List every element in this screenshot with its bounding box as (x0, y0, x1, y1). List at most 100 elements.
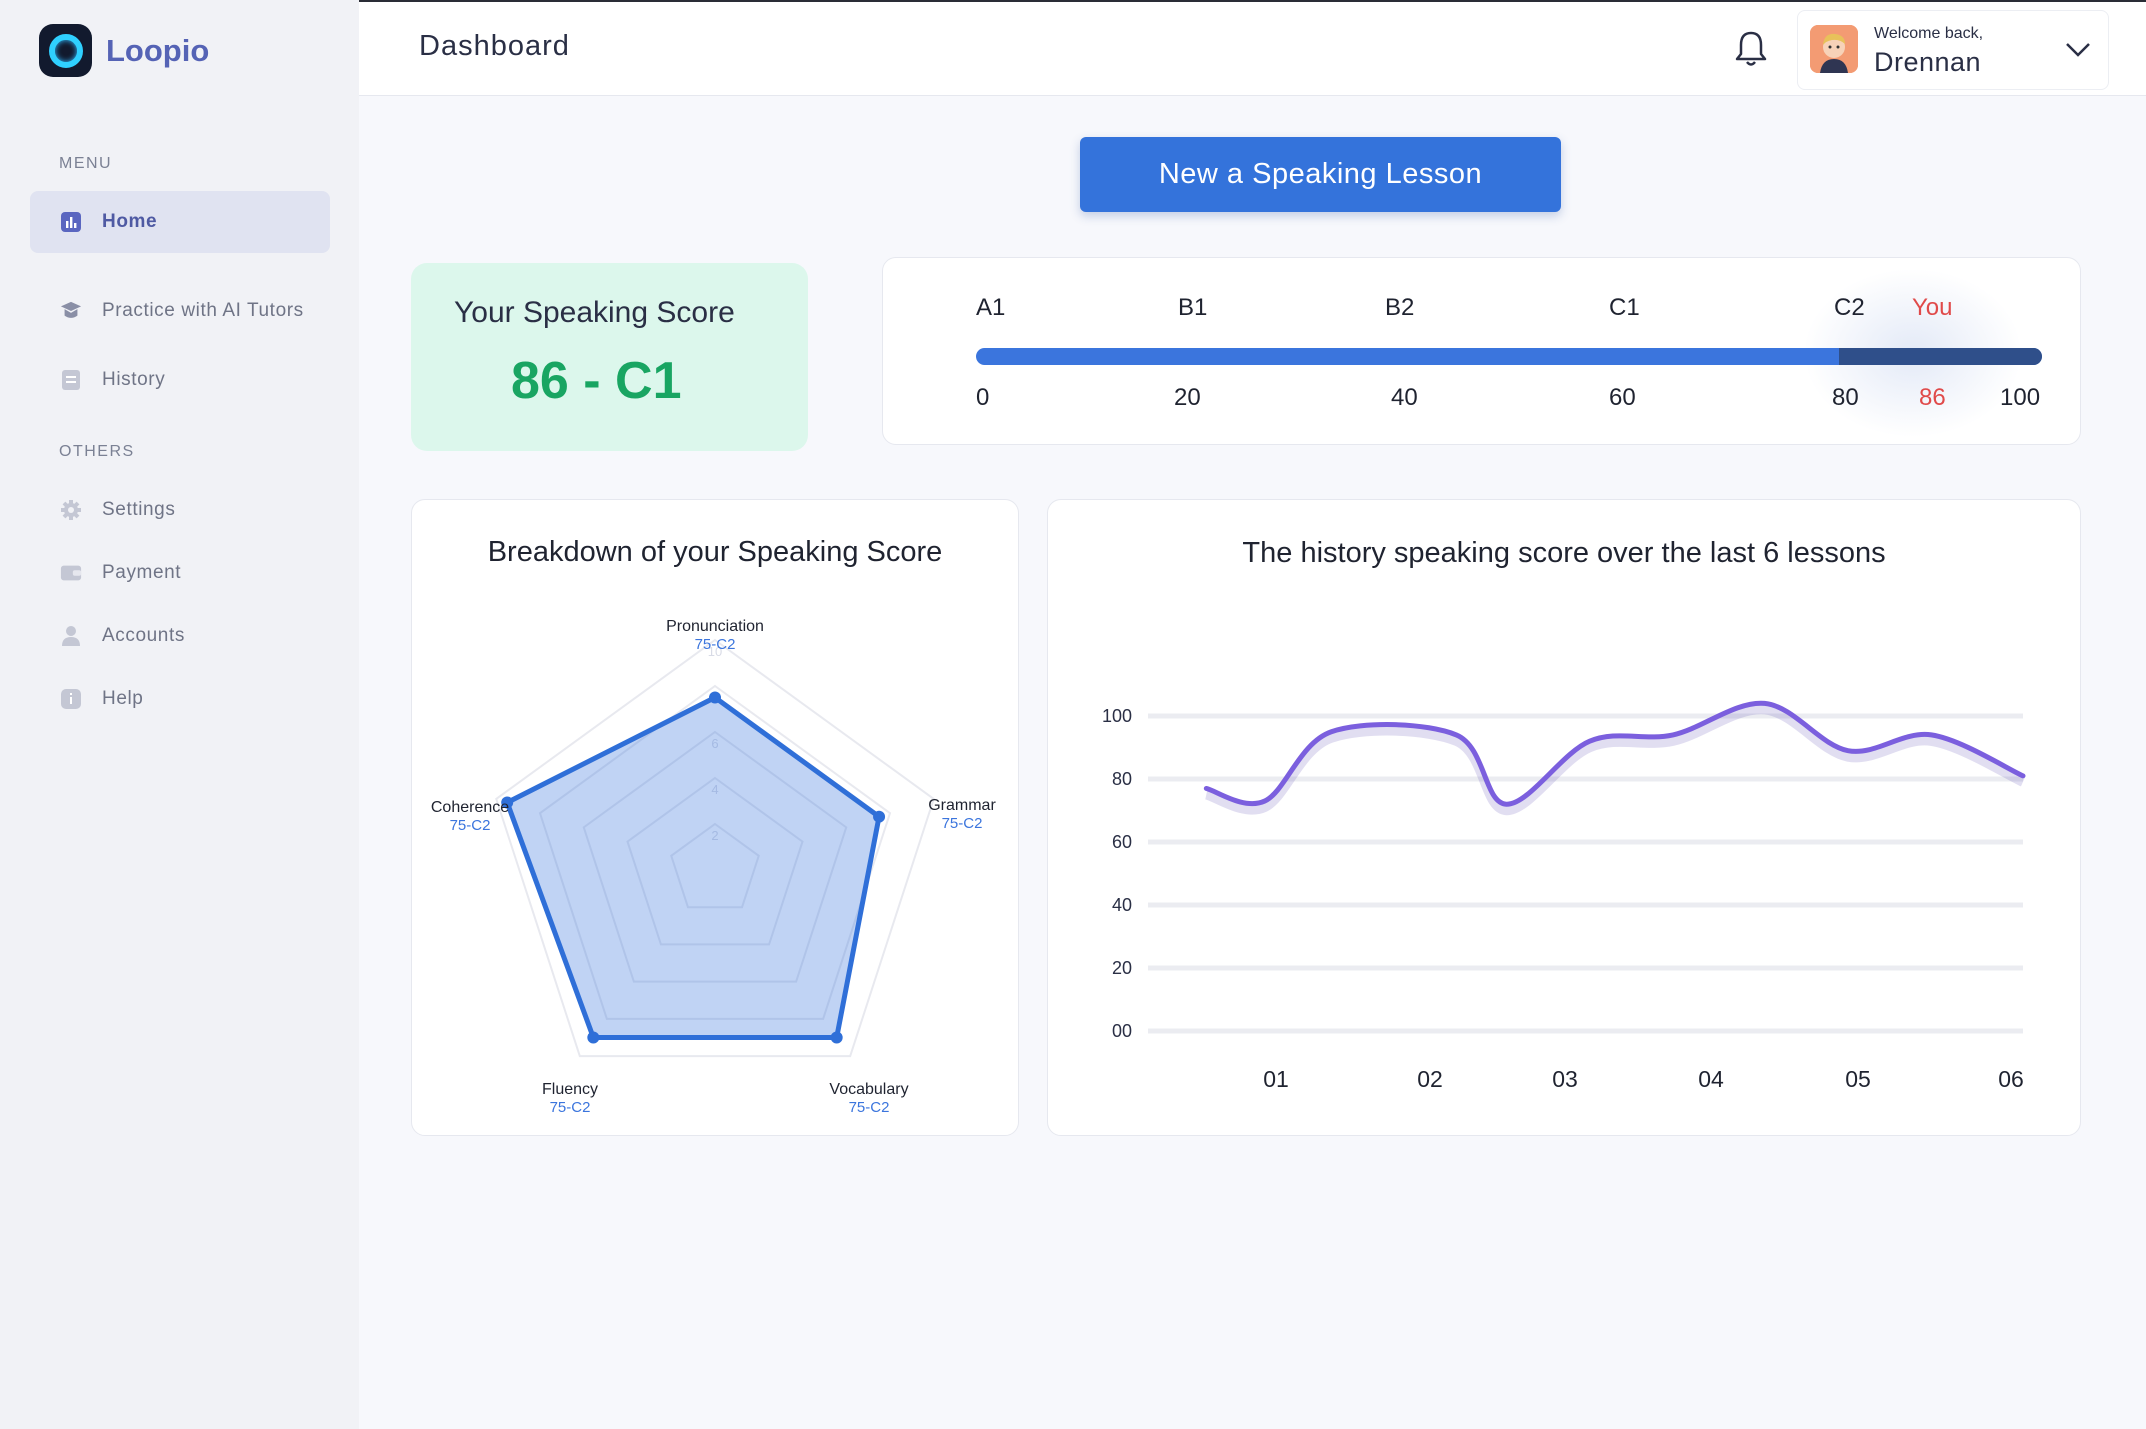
score-breakdown-card: Breakdown of your Speaking Score 246810P… (411, 499, 1019, 1136)
radar-point (501, 796, 514, 809)
radar-grid-ring (582, 730, 848, 983)
level-label: C1 (1609, 294, 1640, 321)
level-label: C2 (1834, 294, 1865, 321)
scale-tick: 20 (1174, 384, 1201, 411)
radar-axis-label: Grammar (928, 797, 996, 814)
radar-grid-ring (626, 776, 804, 946)
graduation-cap-icon (60, 300, 82, 322)
logo[interactable]: Loopio (39, 24, 209, 77)
line-chart: 100 80 60 40 20 00 01 02 03 04 05 06 (1102, 700, 2026, 1092)
sidebar: Loopio MENU Home Practice with AI Tutors… (0, 0, 359, 1429)
user-menu[interactable]: Welcome back, Drennan (1797, 10, 2109, 90)
sidebar-item-payment[interactable]: Payment (30, 542, 330, 604)
page-title: Dashboard (419, 30, 570, 62)
radar-axis-sublabel: 75-C2 (450, 817, 491, 834)
x-tick-label: 03 (1552, 1066, 1578, 1092)
radar-axis-sublabel: 75-C2 (695, 636, 736, 653)
y-tick-label: 80 (1112, 769, 1132, 789)
radar-scale-tick: 6 (711, 736, 718, 751)
wallet-icon (60, 562, 82, 584)
x-tick-label: 02 (1417, 1066, 1443, 1092)
welcome-text: Welcome back, (1874, 25, 1984, 42)
x-tick-label: 06 (1998, 1066, 2024, 1092)
level-progress-track (976, 348, 2042, 365)
sidebar-item-help[interactable]: Help (30, 668, 330, 730)
chevron-down-icon[interactable] (2064, 37, 2092, 61)
level-scale-card: A1 B1 B2 C1 C2 You 0 20 40 60 80 86 100 (882, 257, 2081, 445)
sidebar-item-label: Home (102, 211, 158, 232)
y-tick-label: 00 (1112, 1021, 1132, 1041)
sidebar-item-practice[interactable]: Practice with AI Tutors (30, 280, 330, 342)
speaking-score-card: Your Speaking Score 86 - C1 (411, 263, 808, 451)
radar-scale-tick: 2 (711, 828, 718, 843)
you-label: You (1912, 294, 1953, 321)
x-tick-label: 04 (1698, 1066, 1724, 1092)
radar-score-area (504, 695, 882, 1040)
radar-scale-tick: 4 (711, 782, 718, 797)
radar-grid-ring (495, 638, 935, 1058)
sidebar-item-label: History (102, 369, 166, 390)
top-header: Dashboard Welcome back, Drennan (359, 0, 2146, 96)
score-title: Your Speaking Score (454, 296, 735, 329)
radar-axis-sublabel: 75-C2 (849, 1099, 890, 1116)
radar-point (873, 810, 886, 823)
radar-axis-label: Vocabulary (829, 1081, 908, 1098)
radar-axis-label: Fluency (542, 1081, 598, 1098)
line-chart-title: The history speaking score over the last… (1242, 537, 1886, 569)
sidebar-item-label: Accounts (102, 625, 185, 646)
radar-axis-label: Coherence (431, 799, 509, 816)
scale-tick: 40 (1391, 384, 1418, 411)
gear-icon (60, 499, 82, 521)
series-line (1203, 700, 2026, 807)
scale-tick: 0 (976, 384, 990, 411)
score-value: 86 - C1 (511, 352, 682, 410)
y-tick-label: 40 (1112, 895, 1132, 915)
level-label: B2 (1385, 294, 1415, 321)
logo-icon (39, 24, 92, 77)
y-tick-label: 60 (1112, 832, 1132, 852)
menu-section-label: MENU (59, 155, 113, 172)
radar-point (830, 1031, 843, 1044)
radar-axis-sublabel: 75-C2 (550, 1099, 591, 1116)
radar-axis-sublabel: 75-C2 (942, 815, 983, 832)
scale-tick: 60 (1609, 384, 1636, 411)
x-tick-label: 05 (1845, 1066, 1871, 1092)
radar-grid-ring (538, 684, 892, 1020)
sidebar-item-label: Payment (102, 562, 182, 583)
avatar (1810, 25, 1858, 73)
radar-point (709, 691, 721, 704)
y-tick-label: 20 (1112, 958, 1132, 978)
sidebar-item-label: Practice with AI Tutors (102, 300, 304, 321)
chart-icon (60, 211, 82, 233)
level-label: A1 (976, 294, 1006, 321)
bell-icon[interactable] (1733, 28, 1769, 68)
sidebar-item-history[interactable]: History (30, 349, 330, 411)
x-tick-label: 01 (1263, 1066, 1289, 1092)
username: Drennan (1874, 47, 1982, 77)
sidebar-item-home[interactable]: Home (30, 191, 330, 253)
sidebar-item-accounts[interactable]: Accounts (30, 605, 330, 667)
sidebar-item-label: Help (102, 688, 144, 709)
history-chart-card: The history speaking score over the last… (1047, 499, 2081, 1136)
radar-scale-tick: 10 (708, 644, 722, 659)
sidebar-item-settings[interactable]: Settings (30, 479, 330, 541)
others-section-label: OTHERS (59, 443, 135, 460)
level-label: B1 (1178, 294, 1208, 321)
radar-title: Breakdown of your Speaking Score (487, 536, 943, 568)
info-icon (60, 688, 82, 710)
user-icon (60, 625, 82, 647)
scale-tick: 80 (1832, 384, 1859, 411)
radar-chart: 246810Pronunciation75-C2Grammar75-C2Voca… (431, 618, 997, 1116)
new-speaking-lesson-button[interactable]: New a Speaking Lesson (1080, 137, 1561, 212)
you-value: 86 (1919, 384, 1946, 411)
sidebar-item-label: Settings (102, 499, 176, 520)
app-name: Loopio (106, 32, 210, 68)
radar-grid-ring (670, 822, 760, 909)
radar-axis-label: Pronunciation (666, 618, 764, 635)
series-line-shadow (1204, 704, 2026, 816)
level-progress-tail (1839, 348, 2042, 365)
scale-tick: 100 (2000, 384, 2041, 411)
document-icon (60, 369, 82, 391)
y-tick-label: 100 (1102, 706, 1132, 726)
radar-point (587, 1031, 600, 1044)
